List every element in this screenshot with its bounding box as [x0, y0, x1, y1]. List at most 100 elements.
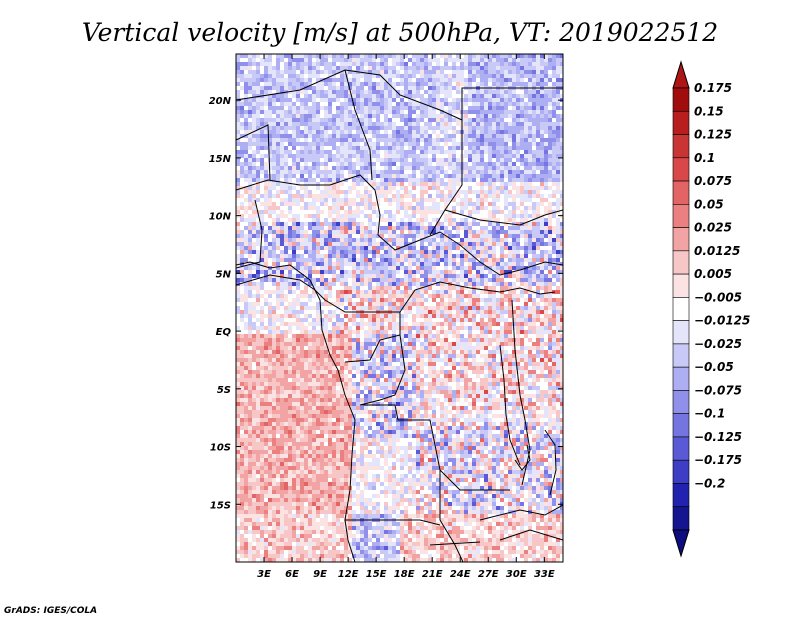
- field-cell: [512, 242, 516, 246]
- field-cell: [348, 286, 352, 290]
- field-cell: [432, 74, 436, 78]
- field-cell: [240, 206, 244, 210]
- field-cell: [292, 186, 296, 190]
- field-cell: [468, 138, 472, 142]
- field-cell: [412, 94, 416, 98]
- field-cell: [400, 114, 404, 118]
- field-cell: [364, 114, 368, 118]
- field-cell: [464, 166, 468, 170]
- field-cell: [416, 82, 420, 86]
- field-cell: [308, 262, 312, 266]
- field-cell: [460, 190, 464, 194]
- field-cell: [500, 150, 504, 154]
- field-cell: [508, 242, 512, 246]
- field-cell: [456, 210, 460, 214]
- field-cell: [416, 218, 420, 222]
- field-cell: [292, 166, 296, 170]
- field-cell: [316, 122, 320, 126]
- field-cell: [380, 246, 384, 250]
- field-cell: [252, 134, 256, 138]
- field-cell: [388, 250, 392, 254]
- field-cell: [476, 262, 480, 266]
- field-cell: [388, 126, 392, 130]
- field-cell: [248, 90, 252, 94]
- field-cell: [248, 126, 252, 130]
- field-cell: [480, 214, 484, 218]
- field-cell: [436, 114, 440, 118]
- field-cell: [472, 170, 476, 174]
- field-cell: [364, 218, 368, 222]
- field-cell: [288, 262, 292, 266]
- field-cell: [496, 170, 500, 174]
- field-cell: [384, 90, 388, 94]
- field-cell: [556, 54, 560, 58]
- field-cell: [424, 234, 428, 238]
- field-cell: [272, 210, 276, 214]
- field-cell: [392, 70, 396, 74]
- field-cell: [500, 106, 504, 110]
- field-cell: [256, 198, 260, 202]
- field-cell: [396, 290, 400, 294]
- field-cell: [524, 238, 528, 242]
- field-cell: [492, 206, 496, 210]
- field-cell: [476, 114, 480, 118]
- field-cell: [348, 134, 352, 138]
- field-cell: [340, 166, 344, 170]
- field-cell: [424, 218, 428, 222]
- field-cell: [428, 150, 432, 154]
- field-cell: [408, 114, 412, 118]
- field-cell: [436, 158, 440, 162]
- field-cell: [312, 70, 316, 74]
- field-cell: [536, 150, 540, 154]
- field-cell: [504, 270, 508, 274]
- field-cell: [428, 210, 432, 214]
- field-cell: [288, 54, 292, 58]
- field-cell: [420, 90, 424, 94]
- field-cell: [396, 170, 400, 174]
- field-cell: [324, 90, 328, 94]
- field-cell: [280, 198, 284, 202]
- field-cell: [324, 174, 328, 178]
- field-cell: [460, 218, 464, 222]
- field-cell: [308, 250, 312, 254]
- field-cell: [388, 146, 392, 150]
- field-cell: [268, 98, 272, 102]
- field-cell: [308, 274, 312, 278]
- field-cell: [396, 82, 400, 86]
- field-cell: [512, 118, 516, 122]
- field-cell: [460, 246, 464, 250]
- field-cell: [344, 190, 348, 194]
- field-cell: [264, 78, 268, 82]
- field-cell: [480, 70, 484, 74]
- field-cell: [476, 74, 480, 78]
- field-cell: [472, 130, 476, 134]
- field-cell: [348, 146, 352, 150]
- field-cell: [436, 150, 440, 154]
- field-cell: [280, 54, 284, 58]
- field-cell: [408, 222, 412, 226]
- field-cell: [492, 210, 496, 214]
- field-cell: [400, 262, 404, 266]
- field-cell: [260, 142, 264, 146]
- field-cell: [524, 102, 528, 106]
- field-cell: [436, 270, 440, 274]
- field-cell: [484, 170, 488, 174]
- field-cell: [340, 202, 344, 206]
- field-cell: [344, 222, 348, 226]
- field-cell: [328, 190, 332, 194]
- field-cell: [272, 178, 276, 182]
- field-cell: [280, 206, 284, 210]
- field-cell: [372, 70, 376, 74]
- field-cell: [292, 66, 296, 70]
- field-cell: [368, 58, 372, 62]
- field-cell: [360, 206, 364, 210]
- field-cell: [516, 82, 520, 86]
- field-cell: [356, 114, 360, 118]
- field-cell: [420, 258, 424, 262]
- field-cell: [384, 142, 388, 146]
- field-cell: [316, 182, 320, 186]
- field-cell: [480, 134, 484, 138]
- field-cell: [276, 102, 280, 106]
- field-cell: [552, 90, 556, 94]
- field-cell: [468, 90, 472, 94]
